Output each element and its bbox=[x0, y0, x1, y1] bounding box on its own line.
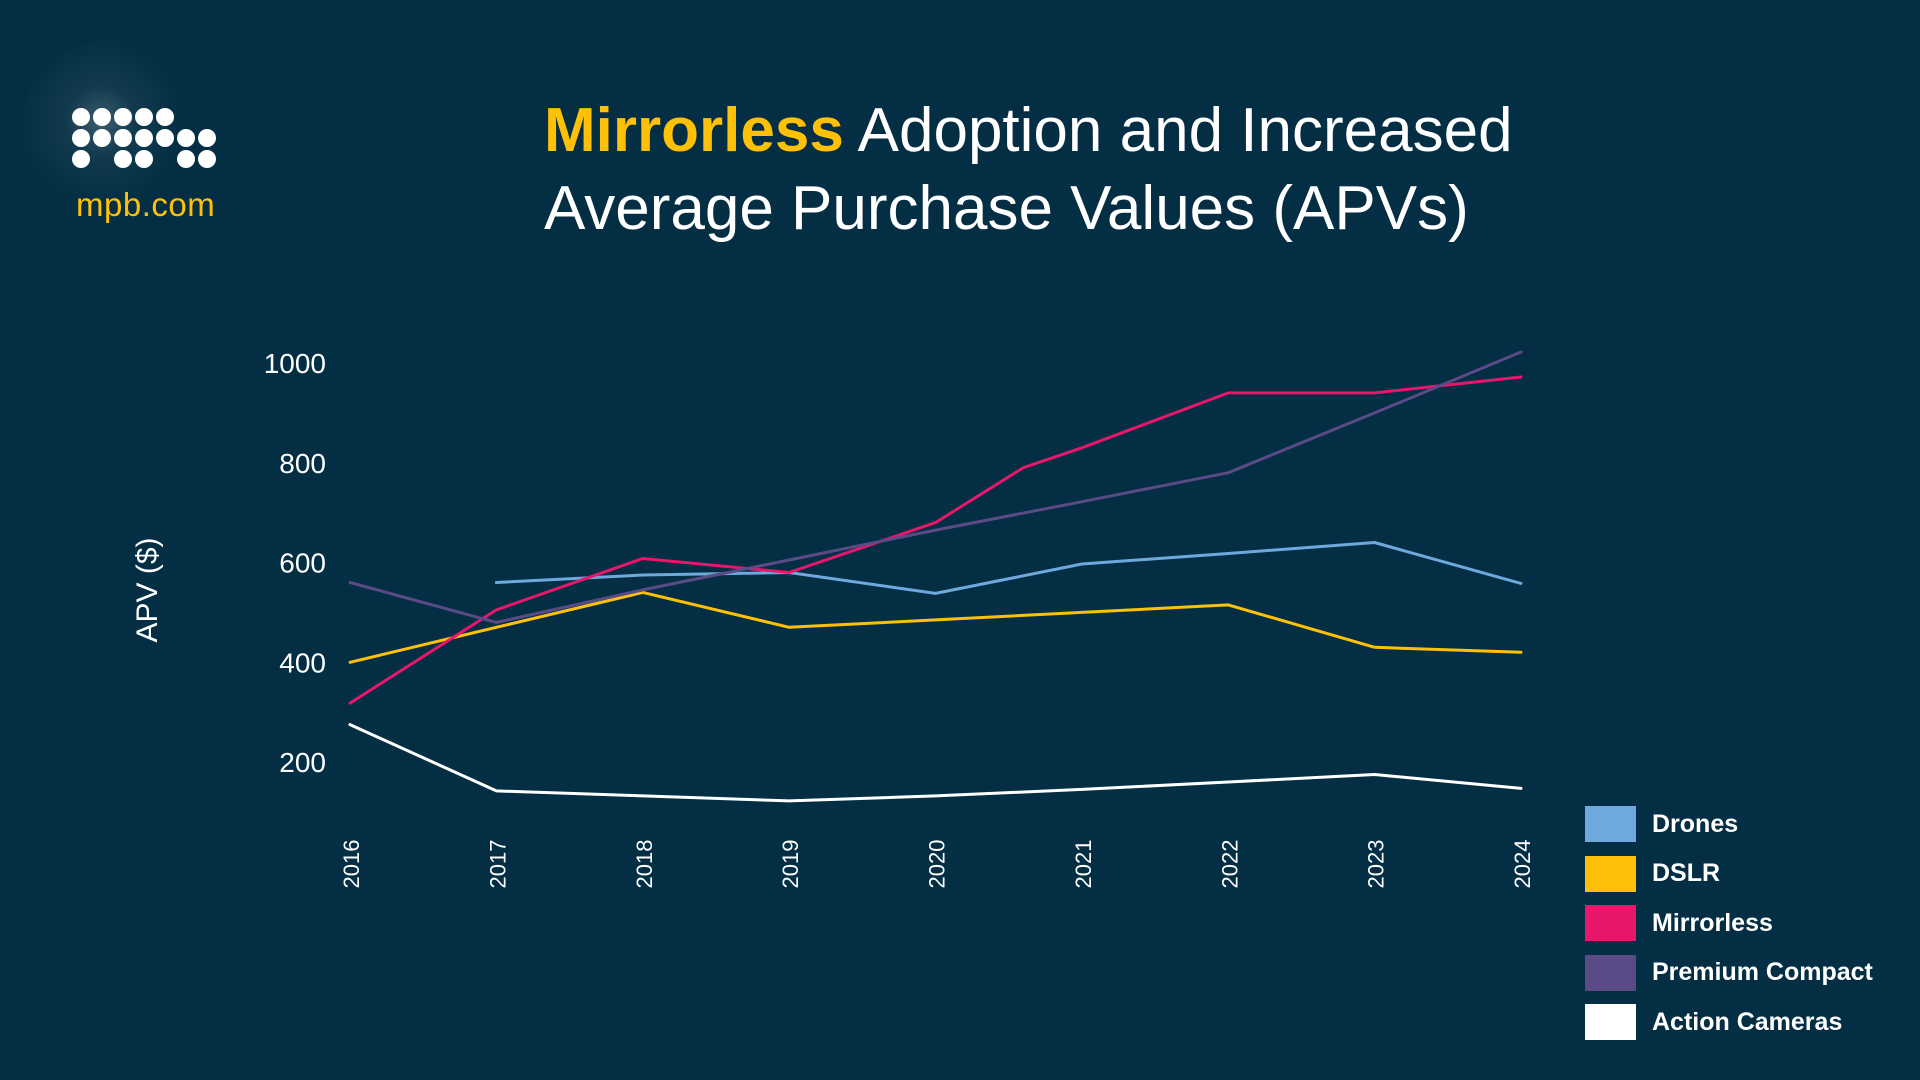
x-tick-label: 2024 bbox=[1510, 840, 1535, 889]
y-tick-label: 600 bbox=[279, 548, 326, 579]
legend-item-dslr: DSLR bbox=[1585, 855, 1873, 892]
y-tick-label: 400 bbox=[279, 647, 326, 678]
x-tick-label: 2018 bbox=[632, 840, 657, 889]
series-line-drones bbox=[494, 541, 1523, 595]
y-tick-label: 200 bbox=[279, 747, 326, 778]
chart-title: Mirrorless Adoption and Increased Averag… bbox=[544, 92, 1644, 248]
legend-item-mirrorless: Mirrorless bbox=[1585, 905, 1873, 941]
legend-label: Action Cameras bbox=[1652, 1007, 1843, 1036]
series-line-action-cameras bbox=[348, 723, 1523, 803]
x-tick-label: 2023 bbox=[1364, 840, 1389, 889]
x-tick-label: 2022 bbox=[1217, 840, 1242, 889]
y-tick-label: 1000 bbox=[264, 348, 326, 379]
logo-glow bbox=[20, 40, 200, 220]
x-tick-label: 2017 bbox=[485, 840, 510, 889]
series-line-premium-compact bbox=[348, 350, 1523, 624]
y-axis-label: APV ($) bbox=[131, 537, 164, 643]
legend-swatch bbox=[1585, 806, 1636, 842]
brand-site[interactable]: mpb.com bbox=[76, 186, 216, 223]
series-line-dslr bbox=[348, 590, 1523, 664]
y-tick-label: 800 bbox=[279, 448, 326, 479]
legend-swatch bbox=[1585, 1004, 1636, 1040]
title-line1-rest: Adoption and Increased bbox=[857, 96, 1513, 165]
x-tick-label: 2020 bbox=[925, 840, 950, 889]
legend-item-drones: Drones bbox=[1585, 806, 1873, 842]
chart-legend: Drones DSLR Mirrorless Premium Compact Actio… bbox=[1585, 806, 1873, 1054]
mpb-logo-icon bbox=[72, 108, 216, 168]
legend-label: DSLR bbox=[1652, 859, 1721, 887]
legend-swatch bbox=[1585, 954, 1636, 991]
series-line-mirrorless bbox=[348, 375, 1523, 705]
title-line2: Average Purchase Values (APVs) bbox=[544, 174, 1469, 243]
legend-label: Premium Compact bbox=[1652, 958, 1873, 986]
x-tick-label: 2021 bbox=[1071, 840, 1096, 889]
x-tick-label: 2016 bbox=[339, 840, 364, 889]
legend-item-premium-compact: Premium Compact bbox=[1585, 954, 1873, 991]
legend-item-action-cameras: Action Cameras bbox=[1585, 1004, 1873, 1040]
legend-swatch bbox=[1585, 905, 1636, 941]
legend-swatch bbox=[1585, 855, 1636, 892]
legend-label: Drones bbox=[1652, 809, 1739, 838]
title-highlight: Mirrorless bbox=[544, 96, 844, 165]
x-tick-label: 2019 bbox=[778, 840, 803, 889]
legend-label: Mirrorless bbox=[1652, 908, 1773, 937]
